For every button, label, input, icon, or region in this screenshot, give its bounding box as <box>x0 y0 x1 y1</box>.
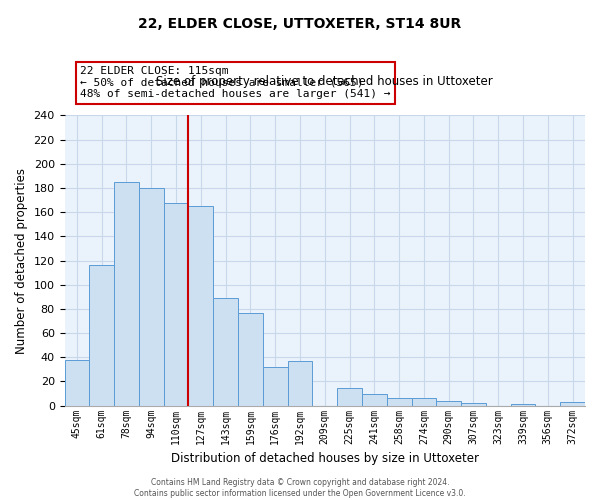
Text: 22 ELDER CLOSE: 115sqm
← 50% of detached houses are smaller (565)
48% of semi-de: 22 ELDER CLOSE: 115sqm ← 50% of detached… <box>80 66 391 100</box>
Bar <box>139 188 164 406</box>
Bar <box>461 403 486 406</box>
Bar <box>89 266 114 406</box>
Text: Contains HM Land Registry data © Crown copyright and database right 2024.
Contai: Contains HM Land Registry data © Crown c… <box>134 478 466 498</box>
Y-axis label: Number of detached properties: Number of detached properties <box>15 168 28 354</box>
Bar <box>287 361 313 406</box>
Bar <box>560 402 585 406</box>
Bar <box>511 404 535 406</box>
Title: Size of property relative to detached houses in Uttoxeter: Size of property relative to detached ho… <box>157 75 493 88</box>
Bar <box>213 298 238 406</box>
X-axis label: Distribution of detached houses by size in Uttoxeter: Distribution of detached houses by size … <box>171 452 479 465</box>
Text: 22, ELDER CLOSE, UTTOXETER, ST14 8UR: 22, ELDER CLOSE, UTTOXETER, ST14 8UR <box>139 18 461 32</box>
Bar <box>387 398 412 406</box>
Bar <box>238 312 263 406</box>
Bar <box>412 398 436 406</box>
Bar <box>263 367 287 406</box>
Bar <box>164 202 188 406</box>
Bar <box>436 401 461 406</box>
Bar <box>362 394 387 406</box>
Bar <box>65 360 89 406</box>
Bar <box>188 206 213 406</box>
Bar <box>114 182 139 406</box>
Bar <box>337 388 362 406</box>
